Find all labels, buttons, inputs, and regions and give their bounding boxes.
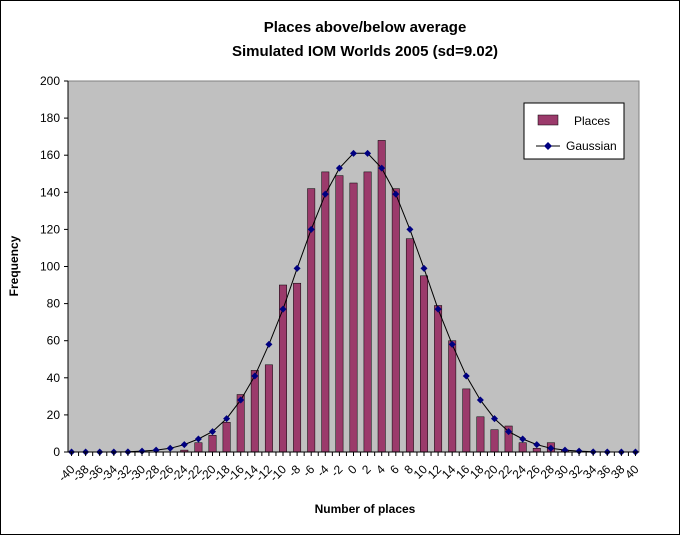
legend-label-places: Places [574,114,610,128]
bar-24 [518,442,527,453]
chart-subtitle: Simulated IOM Worlds 2005 (sd=9.02) [232,43,498,60]
gaussian-point-4 [378,164,386,172]
legend: Places Gaussian [523,102,625,160]
legend-swatch-places [537,114,559,126]
gaussian-point-14 [448,340,456,348]
gaussian-point--20 [209,428,217,436]
gaussian-point--22 [194,435,202,443]
x-tick-label: 6 [387,462,402,477]
x-axis-label: Number of places [315,502,416,516]
gaussian-point-10 [420,264,428,272]
gaussian-point-18 [476,396,484,404]
gaussian-point--18 [223,415,231,423]
gaussian-point-16 [462,372,470,380]
gaussian-point--10 [279,305,287,313]
bar--20 [208,435,217,453]
gaussian-point-8 [406,225,414,233]
gaussian-point-28 [547,444,555,452]
bar--22 [194,442,203,453]
y-tick-label: 100 [40,260,60,274]
gaussian-point--14 [251,372,259,380]
y-tick-label: 160 [40,148,60,162]
gaussian-point-2 [364,149,372,157]
bar-4 [377,140,386,453]
y-tick-label: 0 [53,445,60,459]
bar-6 [391,188,400,453]
bar--12 [264,364,273,453]
bar-26 [532,448,541,453]
chart-title: Places above/below average [264,19,467,36]
bar--14 [250,370,259,453]
gaussian-point-32 [575,447,583,455]
bar--2 [335,175,344,453]
bars-layer [180,140,569,453]
y-tick-label: 60 [47,334,61,348]
x-tick-label: 0 [345,462,360,477]
bar-8 [405,238,414,453]
gaussian-point--6 [307,225,315,233]
gaussian-point--8 [293,264,301,272]
bar-10 [420,275,428,453]
gaussian-point-26 [533,441,541,449]
gaussian-point--30 [138,447,146,455]
bar-18 [476,416,485,453]
bar--4 [321,171,330,453]
bar-2 [363,171,372,453]
x-tick-label: -2 [328,462,346,480]
bar-12 [434,305,443,453]
gaussian-point--24 [180,441,188,449]
gaussian-point-20 [490,415,498,423]
x-tick-label: 2 [359,462,374,477]
bar-0 [349,182,358,453]
legend-label-gaussian: Gaussian [566,139,617,153]
bar-20 [490,429,499,453]
x-tick-label: 40 [622,462,642,482]
y-axis-label: Frequency [7,235,21,296]
gaussian-point--4 [321,190,329,198]
gaussian-point-6 [392,190,400,198]
y-tick-label: 80 [47,297,61,311]
bar-16 [462,388,471,453]
x-tick-label: 4 [373,462,388,477]
y-tick-label: 40 [47,371,61,385]
gaussian-point--2 [335,164,343,172]
y-tick-label: 20 [47,408,61,422]
gaussian-point-22 [505,428,513,436]
x-tick-label: -10 [267,462,289,484]
bar--8 [293,282,302,453]
legend-marker-gaussian [544,142,552,150]
gaussian-point-24 [519,435,527,443]
gaussian-point-12 [434,305,442,313]
legend-box [523,102,625,160]
bar-14 [448,340,457,453]
y-tick-label: 200 [40,74,60,88]
y-tick-label: 180 [40,111,60,125]
gaussian-point--16 [237,396,245,404]
y-tick-label: 140 [40,185,60,199]
y-tick-label: 120 [40,222,60,236]
gaussian-point-0 [350,149,357,157]
gaussian-point--26 [166,444,174,452]
gaussian-point--12 [265,340,273,348]
bar--18 [222,422,231,453]
